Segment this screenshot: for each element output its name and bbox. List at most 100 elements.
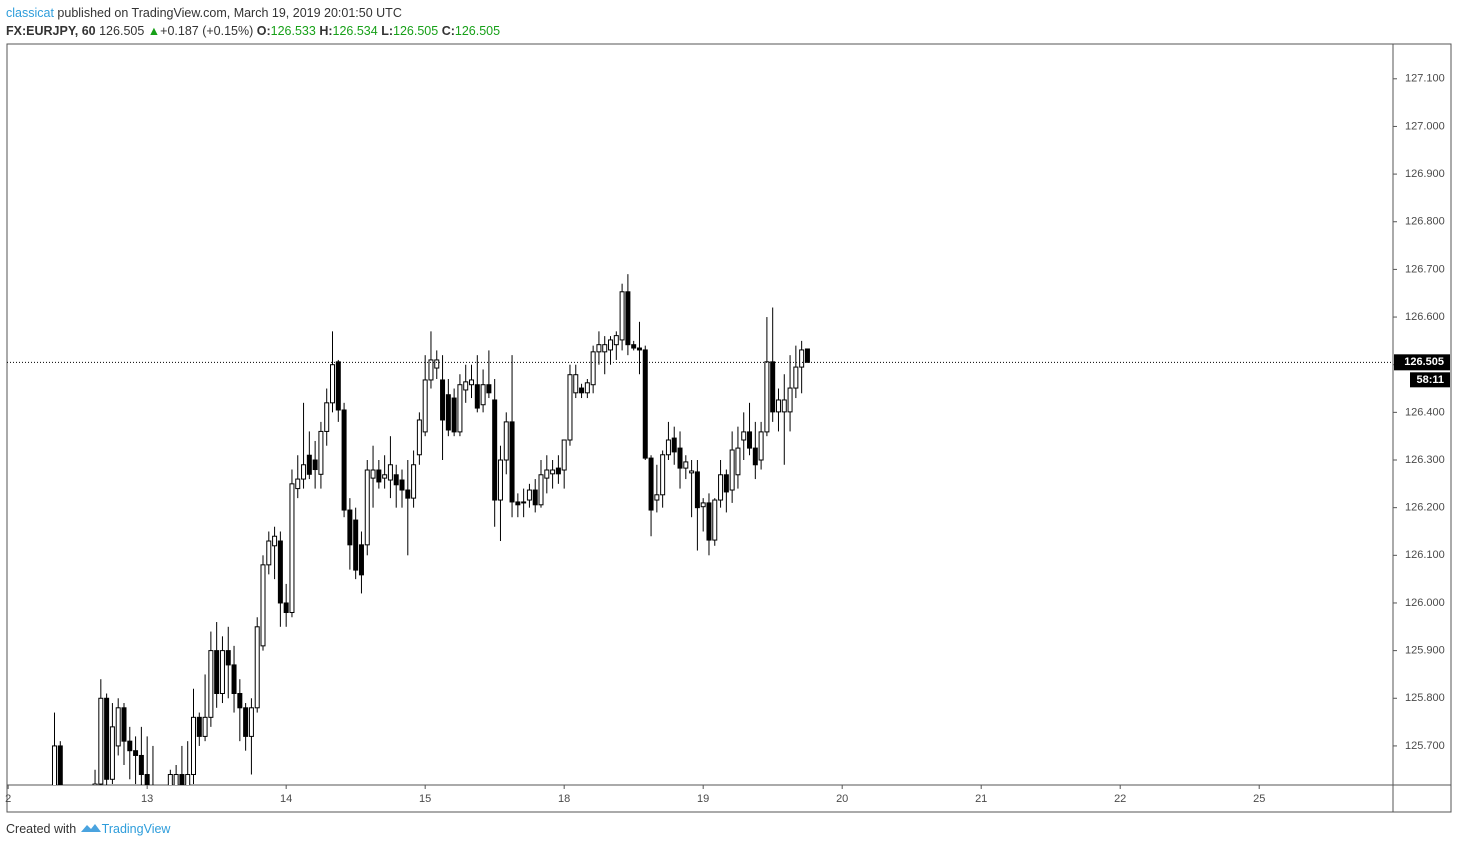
- candle-body: [683, 461, 689, 469]
- x-tick-label: 21: [975, 793, 987, 805]
- candle-body: [596, 344, 602, 353]
- x-tick-label: 22: [1114, 793, 1126, 805]
- y-tick-label: 125.900: [1405, 645, 1445, 657]
- candle-body: [382, 474, 388, 479]
- y-tick-label: 126.600: [1405, 311, 1445, 323]
- y-tick-label: 127.000: [1405, 120, 1445, 132]
- x-tick-label: 15: [419, 793, 431, 805]
- y-tick-label: 125.700: [1405, 740, 1445, 752]
- candle-body: [335, 361, 341, 411]
- candle-body: [416, 419, 422, 456]
- candle-body: [677, 447, 683, 469]
- candle-body: [341, 409, 347, 511]
- candle-body: [758, 431, 764, 461]
- candle-body: [208, 650, 214, 718]
- candle-body: [138, 754, 144, 776]
- header: classicat published on TradingView.com, …: [6, 4, 500, 40]
- candle-body: [179, 774, 185, 785]
- brand[interactable]: TradingView: [101, 822, 171, 836]
- c-value: 126.505: [454, 24, 501, 38]
- candle-body: [469, 379, 475, 386]
- candle-body: [283, 602, 289, 613]
- candle-body: [225, 650, 231, 666]
- candle-body: [277, 540, 283, 604]
- candle-body: [173, 774, 179, 785]
- x-tick-label: 18: [558, 793, 570, 805]
- candle-body: [712, 499, 718, 541]
- candle-body: [486, 384, 492, 394]
- footer: Created with TradingView: [6, 822, 170, 836]
- candle-body: [289, 483, 295, 613]
- y-tick-label: 126.000: [1405, 597, 1445, 609]
- candle-body: [254, 626, 260, 709]
- created: Created with: [6, 822, 77, 836]
- candle-body: [509, 421, 515, 503]
- h-label: H:: [319, 24, 333, 38]
- candle-body: [167, 774, 173, 785]
- candle-body: [324, 402, 330, 432]
- price-tag-label: 126.505: [1404, 356, 1444, 368]
- candle-body: [625, 291, 631, 346]
- plot: [7, 274, 1393, 818]
- candle-body: [231, 664, 237, 695]
- candle-body: [723, 474, 729, 493]
- candle-body: [202, 716, 208, 737]
- frame: [6, 43, 1452, 813]
- logo: [80, 824, 101, 832]
- candle-body: [787, 387, 793, 413]
- y-tick-label: 126.900: [1405, 168, 1445, 180]
- candle-body: [185, 774, 191, 785]
- candle-body: [399, 479, 405, 491]
- candle-body: [700, 502, 706, 508]
- candle-body: [445, 394, 451, 431]
- candle-body: [463, 381, 469, 391]
- candle-body: [532, 489, 538, 506]
- candle-body: [567, 374, 573, 441]
- candle-body: [636, 347, 642, 351]
- l-label: L:: [381, 24, 394, 38]
- candle-body: [353, 519, 359, 571]
- candle-body: [196, 716, 202, 737]
- last: 126.505: [99, 24, 145, 38]
- candle-body: [190, 716, 196, 776]
- c-label: C:: [441, 24, 455, 38]
- candle-body: [642, 349, 648, 459]
- candle-body: [752, 447, 758, 466]
- candle-body: [121, 707, 127, 742]
- symbol: FX:EURJPY, 60: [6, 24, 96, 38]
- candle-body: [665, 439, 671, 456]
- candle-body: [770, 361, 776, 413]
- line-2: FX:EURJPY, 60 126.505 ▲+0.187 (+0.15%) O…: [6, 22, 500, 40]
- candle-body: [619, 291, 625, 341]
- change: +0.187 (+0.15%): [160, 24, 254, 38]
- candle-body: [295, 478, 301, 490]
- author[interactable]: classicat: [6, 6, 54, 20]
- candle-body: [318, 430, 324, 475]
- candle-body: [214, 650, 220, 695]
- candle-body: [301, 464, 307, 480]
- candle-body: [579, 387, 585, 394]
- candle-body: [480, 384, 486, 406]
- candle-body: [104, 697, 110, 780]
- candle-body: [358, 544, 364, 576]
- candle-body: [457, 384, 463, 433]
- candle-body: [260, 564, 266, 647]
- candle-body: [613, 335, 619, 346]
- candle-body: [330, 364, 336, 404]
- candle-body: [608, 339, 614, 351]
- candle-body: [521, 501, 527, 504]
- candle-body: [163, 794, 167, 818]
- candle-body: [775, 399, 781, 413]
- candle-body: [660, 454, 666, 496]
- candle-body: [57, 745, 63, 785]
- candle-body: [266, 540, 272, 566]
- candle-body: [694, 471, 700, 509]
- x-tick-label: 13: [141, 793, 153, 805]
- x-tick-label: 25: [1253, 793, 1265, 805]
- candle-body: [405, 489, 411, 499]
- x-tick-label: 2: [5, 793, 11, 805]
- countdown: 58:11: [1416, 374, 1444, 386]
- candle-body: [98, 697, 104, 785]
- candle-body: [411, 464, 417, 499]
- y-tick-label: 126.800: [1405, 216, 1445, 228]
